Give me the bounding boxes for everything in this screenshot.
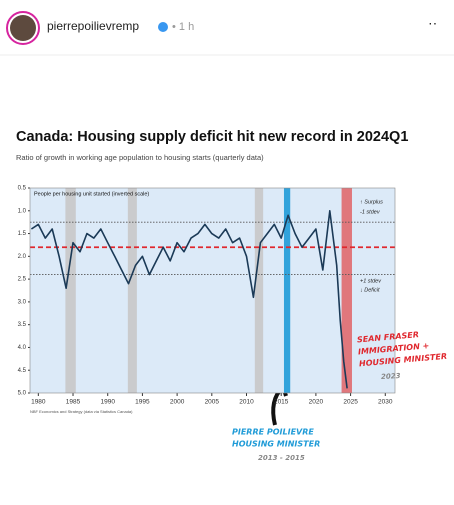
y-tick-label: 0.5 xyxy=(18,186,27,192)
shaded-period xyxy=(283,188,291,393)
band-label: -1 stdev xyxy=(360,209,381,215)
y-tick-label: 1.0 xyxy=(18,208,27,214)
plot-border xyxy=(29,187,396,394)
x-tick-label: 2015 xyxy=(274,399,289,406)
avatar-ring xyxy=(6,11,40,45)
x-tick-label: 2000 xyxy=(170,399,185,406)
y-tick-label: 3.0 xyxy=(18,299,27,305)
shaded-period xyxy=(254,188,264,393)
x-tick-label: 2020 xyxy=(309,399,324,406)
band-label: ↓ Deficit xyxy=(360,287,380,293)
avatar[interactable] xyxy=(10,15,36,41)
verified-badge xyxy=(158,22,168,32)
x-tick-label: 2030 xyxy=(378,399,393,406)
y-tick-label: 2.0 xyxy=(18,254,27,260)
x-tick-label: 1980 xyxy=(31,399,46,406)
shaded-period xyxy=(341,188,352,393)
y-tick-label: 4.0 xyxy=(18,345,27,351)
x-tick-label: 2025 xyxy=(343,399,358,406)
handwritten-note: HOUSING MINISTER xyxy=(232,440,320,449)
chart-title: Canada: Housing supply deficit hit new r… xyxy=(16,129,408,145)
x-tick-label: 1985 xyxy=(66,399,81,406)
x-tick-label: 1990 xyxy=(100,399,115,406)
handwritten-note: PIERRE POILIEVRE xyxy=(232,428,314,437)
username[interactable]: pierrepoilievremp xyxy=(47,19,139,33)
x-tick-label: 1995 xyxy=(135,399,150,406)
y-tick-label: 5.0 xyxy=(18,391,27,397)
y-tick-label: 2.5 xyxy=(18,277,27,283)
y-tick-label: 1.5 xyxy=(18,231,27,237)
band-label: +1 stdev xyxy=(360,278,382,284)
handwritten-note: 2023 xyxy=(381,372,401,381)
y-axis-label: People per housing unit started (inverte… xyxy=(34,191,149,197)
band-label: ↑ Surplus xyxy=(360,199,383,205)
y-tick-label: 3.5 xyxy=(18,322,27,328)
chart-source: NBF Economics and Strategy (data via Sta… xyxy=(30,409,133,414)
menu-button[interactable]: ·· xyxy=(428,15,437,31)
x-tick-label: 2005 xyxy=(205,399,220,406)
shaded-period xyxy=(127,188,137,393)
shaded-period xyxy=(65,188,76,393)
chart-subtitle: Ratio of growth in working age populatio… xyxy=(16,153,264,162)
plot-area xyxy=(30,188,395,393)
x-tick-label: 2010 xyxy=(239,399,254,406)
series-line xyxy=(30,210,348,389)
post-time: • 1 h xyxy=(172,21,194,33)
handwritten-note: 2013 - 2015 xyxy=(258,454,305,462)
y-tick-label: 4.5 xyxy=(18,368,27,374)
